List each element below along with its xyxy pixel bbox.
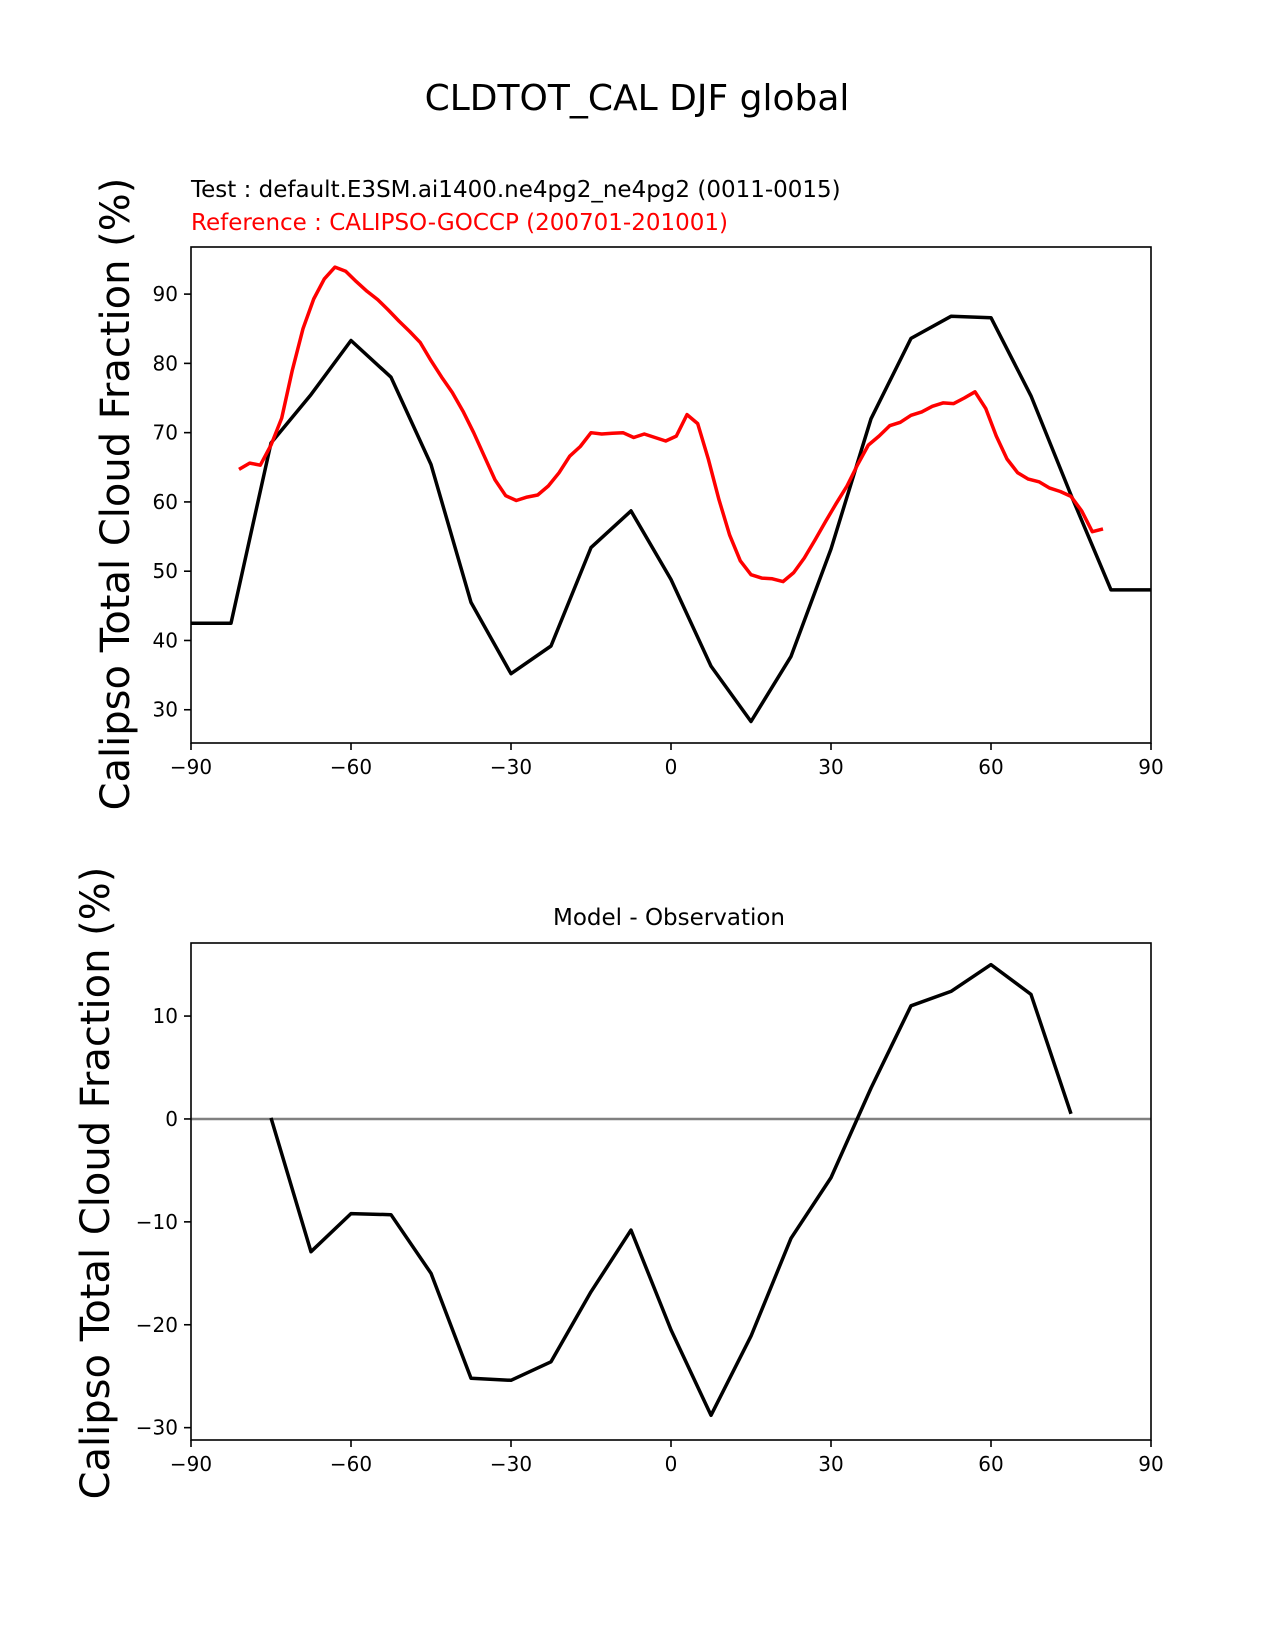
top-xtick-label: −90: [170, 755, 212, 779]
bottom-xtick-label: 90: [1138, 1452, 1163, 1476]
top-xtick-label: −60: [330, 755, 372, 779]
bottom-xtick-label: 60: [978, 1452, 1003, 1476]
bottom-ytick-label: 10: [153, 1004, 178, 1028]
bottom-ytick-label: −30: [136, 1416, 178, 1440]
top-ytick-label: 40: [153, 628, 178, 652]
top-series-test-line: [191, 314, 1151, 724]
bottom-title: Model - Observation: [553, 905, 785, 931]
figure-title: CLDTOT_CAL DJF global: [425, 78, 850, 119]
top-ytick-label: 90: [153, 282, 178, 306]
top-ytick-label: 50: [153, 559, 178, 583]
top-test-title: Test : default.E3SM.ai1400.ne4pg2_ne4pg2…: [190, 177, 841, 203]
top-xtick-label: 90: [1138, 755, 1163, 779]
top-xtick-label: 30: [818, 755, 843, 779]
top-series-reference-line: [238, 265, 1104, 584]
bottom-ylabel: Calipso Total Cloud Fraction (%): [73, 867, 119, 1500]
top-xtick-label: 60: [978, 755, 1003, 779]
bottom-xtick-label: 0: [665, 1452, 678, 1476]
bottom-ytick-label: −20: [136, 1313, 178, 1337]
top-ytick-label: 80: [153, 351, 178, 375]
bottom-panel: Model - Observation Calipso Total Cloud …: [73, 867, 1164, 1500]
top-ytick-label: 60: [153, 490, 178, 514]
top-ytick-label: 30: [153, 698, 178, 722]
bottom-xtick-label: 30: [818, 1452, 843, 1476]
bottom-ytick-label: 0: [165, 1107, 178, 1131]
top-ytick-label: 70: [153, 421, 178, 445]
top-xtick-label: −30: [490, 755, 532, 779]
bottom-xtick-label: −30: [490, 1452, 532, 1476]
bottom-plot-area: −90 −60 −30 0 30 60 90 −30 −20 −10 0 10: [136, 942, 1164, 1476]
bottom-ytick-label: −10: [136, 1210, 178, 1234]
bottom-xtick-label: −90: [170, 1452, 212, 1476]
bottom-xtick-label: −60: [330, 1452, 372, 1476]
top-plot-area: −90 −60 −30 0 30 60 90 30 40 50 60 70 80 90: [153, 246, 1164, 779]
top-panel: Test : default.E3SM.ai1400.ne4pg2_ne4pg2…: [93, 177, 1164, 810]
top-ylabel: Calipso Total Cloud Fraction (%): [93, 178, 139, 811]
top-reference-title: Reference : CALIPSO-GOCCP (200701-201001…: [191, 210, 728, 236]
top-xtick-label: 0: [665, 755, 678, 779]
bottom-series-model-observation-line: [269, 962, 1073, 1418]
